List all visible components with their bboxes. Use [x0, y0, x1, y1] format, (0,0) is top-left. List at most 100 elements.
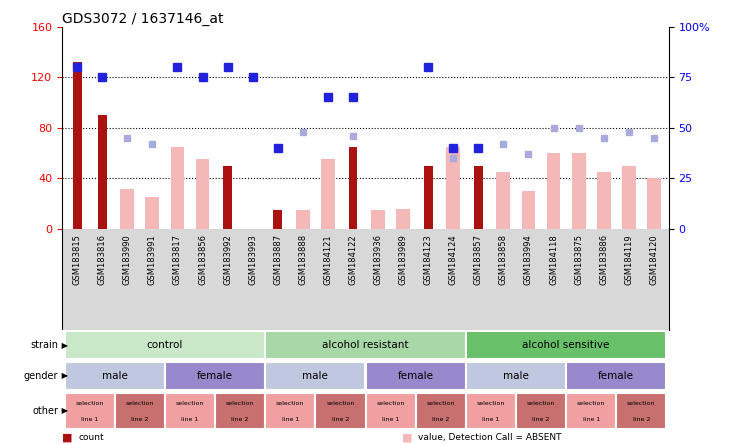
- Bar: [98, 115, 107, 229]
- Text: selection: selection: [176, 401, 204, 406]
- Text: GSM184124: GSM184124: [449, 234, 458, 285]
- Text: female: female: [197, 371, 233, 381]
- Text: line 2: line 2: [632, 417, 650, 422]
- Bar: [616, 392, 667, 429]
- Text: selection: selection: [627, 401, 656, 406]
- Text: value, Detection Call = ABSENT: value, Detection Call = ABSENT: [418, 433, 561, 442]
- Bar: [447, 147, 460, 229]
- Text: alcohol sensitive: alcohol sensitive: [523, 341, 610, 350]
- Text: GSM183994: GSM183994: [524, 234, 533, 285]
- Bar: [596, 172, 610, 229]
- Bar: [145, 198, 159, 229]
- Text: control: control: [147, 341, 183, 350]
- Text: line 1: line 1: [281, 417, 299, 422]
- Bar: [196, 159, 209, 229]
- Bar: [474, 166, 482, 229]
- Text: line 2: line 2: [131, 417, 148, 422]
- Bar: [121, 189, 135, 229]
- Text: selection: selection: [126, 401, 154, 406]
- Bar: [170, 147, 184, 229]
- Bar: [396, 209, 410, 229]
- Bar: [321, 159, 335, 229]
- Text: GSM183858: GSM183858: [499, 234, 508, 285]
- Text: female: female: [398, 371, 433, 381]
- Bar: [466, 362, 566, 390]
- Text: GSM183992: GSM183992: [223, 234, 232, 285]
- Text: GSM183817: GSM183817: [173, 234, 182, 285]
- Bar: [73, 62, 82, 229]
- Bar: [547, 153, 561, 229]
- Bar: [366, 362, 466, 390]
- Text: ■: ■: [402, 432, 412, 442]
- Bar: [64, 331, 265, 359]
- Text: GSM183989: GSM183989: [398, 234, 408, 285]
- Text: ▶: ▶: [59, 371, 68, 380]
- Bar: [273, 210, 282, 229]
- Text: selection: selection: [477, 401, 505, 406]
- Bar: [215, 392, 265, 429]
- Bar: [572, 153, 586, 229]
- Text: selection: selection: [527, 401, 555, 406]
- Text: GSM183857: GSM183857: [474, 234, 482, 285]
- Bar: [424, 166, 433, 229]
- Bar: [416, 392, 466, 429]
- Bar: [566, 362, 667, 390]
- Text: line 2: line 2: [332, 417, 349, 422]
- Bar: [366, 392, 416, 429]
- Text: GSM183816: GSM183816: [98, 234, 107, 285]
- Bar: [647, 178, 661, 229]
- Text: other: other: [32, 406, 58, 416]
- Text: alcohol resistant: alcohol resistant: [322, 341, 409, 350]
- Bar: [566, 392, 616, 429]
- Text: GSM184121: GSM184121: [323, 234, 333, 285]
- Bar: [64, 392, 115, 429]
- Bar: [265, 392, 315, 429]
- Text: GSM183991: GSM183991: [148, 234, 157, 285]
- Bar: [522, 191, 535, 229]
- Text: ▶: ▶: [59, 406, 68, 415]
- Text: selection: selection: [426, 401, 455, 406]
- Text: line 1: line 1: [81, 417, 99, 422]
- Bar: [622, 166, 636, 229]
- Text: male: male: [303, 371, 328, 381]
- Bar: [223, 166, 232, 229]
- Text: strain: strain: [31, 341, 58, 350]
- Text: line 2: line 2: [232, 417, 249, 422]
- Bar: [496, 172, 510, 229]
- Bar: [64, 362, 165, 390]
- Text: line 1: line 1: [583, 417, 599, 422]
- Text: ■: ■: [62, 432, 72, 442]
- Text: GSM183990: GSM183990: [123, 234, 132, 285]
- Text: selection: selection: [376, 401, 405, 406]
- Bar: [296, 210, 310, 229]
- Bar: [349, 147, 357, 229]
- Text: ▶: ▶: [59, 341, 68, 350]
- Text: selection: selection: [326, 401, 355, 406]
- Bar: [371, 210, 385, 229]
- Bar: [265, 331, 466, 359]
- Text: GSM183993: GSM183993: [249, 234, 257, 285]
- Bar: [516, 392, 566, 429]
- Text: male: male: [503, 371, 529, 381]
- Text: GDS3072 / 1637146_at: GDS3072 / 1637146_at: [62, 12, 224, 26]
- Bar: [165, 392, 215, 429]
- Text: line 2: line 2: [532, 417, 550, 422]
- Text: selection: selection: [577, 401, 605, 406]
- Text: selection: selection: [75, 401, 104, 406]
- Text: line 2: line 2: [432, 417, 450, 422]
- Text: GSM184118: GSM184118: [549, 234, 558, 285]
- Text: GSM183815: GSM183815: [72, 234, 82, 285]
- Text: GSM183875: GSM183875: [574, 234, 583, 285]
- Text: selection: selection: [276, 401, 305, 406]
- Text: GSM183887: GSM183887: [273, 234, 282, 285]
- Text: male: male: [102, 371, 128, 381]
- Bar: [315, 392, 366, 429]
- Text: GSM184122: GSM184122: [349, 234, 357, 285]
- Text: selection: selection: [226, 401, 254, 406]
- Bar: [265, 362, 366, 390]
- Text: GSM184120: GSM184120: [649, 234, 659, 285]
- Text: gender: gender: [24, 371, 58, 381]
- Bar: [466, 331, 667, 359]
- Text: GSM184119: GSM184119: [624, 234, 633, 285]
- Text: line 1: line 1: [382, 417, 399, 422]
